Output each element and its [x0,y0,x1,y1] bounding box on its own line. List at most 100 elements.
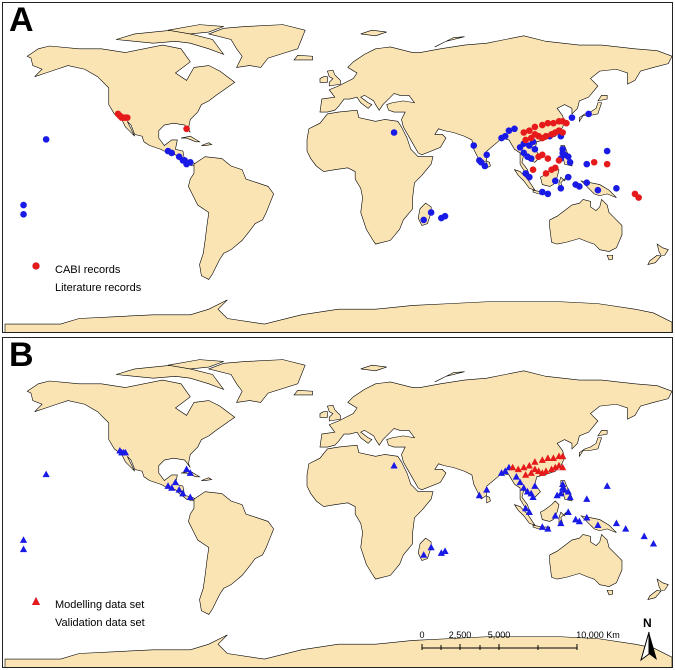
blue-record-marker [20,201,27,209]
blue-record-marker [164,147,172,155]
landmass [116,364,225,391]
blue-record-marker [594,521,602,528]
red-record-marker [114,110,122,118]
red-record-marker [539,151,546,159]
blue-record-marker [559,145,566,153]
blue-record-marker [183,160,190,168]
blue-record-marker [511,125,518,133]
blue-record-marker [186,469,194,476]
legend-label: Modelling data set [55,599,145,611]
landmass [207,359,306,403]
blue-record-marker [564,153,572,160]
legend-a: CABI records Literature records [31,261,141,297]
blue-record-marker [525,508,533,515]
legend-item: CABI records [31,261,141,279]
landmass [326,69,341,87]
blue-record-marker [523,487,532,495]
blue-record-marker [564,173,572,181]
landmass [167,24,224,35]
landmass [606,254,614,261]
blue-record-marker [505,127,513,134]
red-record-marker [549,454,558,461]
blue-record-marker [427,543,435,551]
scale-bar: 0 2,500 5,000 10,000 Km [416,630,641,660]
blue-record-marker [622,525,630,532]
blue-record-marker [640,532,648,540]
legend-item: Literature records [31,262,141,297]
red-record-marker [183,125,190,133]
landmass [647,254,662,266]
blue-record-marker [544,525,552,532]
blue-record-marker [121,448,130,456]
red-record-marker [635,194,642,201]
blue-record-marker [441,547,449,554]
red-record-marker [509,463,517,471]
blue-record-marker [501,467,509,475]
blue-record-marker [476,157,483,164]
blue-record-marker [475,491,483,499]
red-record-marker [538,456,546,463]
blue-record-marker [603,482,611,489]
blue-record-marker [553,491,561,499]
blue-record-marker [539,188,546,196]
landmass [597,430,608,437]
blue-record-marker [20,211,27,218]
red-record-marker [550,119,557,127]
landmass [26,44,236,167]
red-record-marker [514,465,522,473]
blue-record-marker [585,110,592,118]
red-record-marker [539,121,546,129]
red-record-marker [559,129,566,136]
blue-record-marker [594,186,602,194]
world-map-a [4,24,672,332]
red-record-marker [123,114,131,121]
landmass [360,364,387,372]
blue-record-marker [516,478,524,486]
red-record-marker [535,467,543,475]
red-record-marker [555,157,563,164]
blue-record-marker [420,551,428,558]
blue-record-marker [520,484,528,491]
blue-record-marker [531,482,539,489]
blue-record-marker [557,185,565,192]
legend-b: Modelling data set Validation data set [31,596,145,632]
blue-record-marker [186,493,194,501]
landmass [606,589,614,596]
blue-record-marker [390,129,398,136]
landmass [326,404,341,422]
legend-label: Validation data set [55,617,145,629]
legend-label: CABI records [55,264,121,276]
blue-record-marker [427,209,435,216]
map-panel-a: A CABI records Literature records [2,2,673,333]
blue-record-marker [481,162,489,170]
landmass [116,29,225,56]
landmass [319,76,328,83]
landmass [4,299,672,332]
scale-tick-label: 0 [419,630,425,640]
legend-item: Validation data set [31,597,145,632]
blue-record-marker [566,493,574,501]
landmass [549,198,623,252]
blue-record-marker [551,512,559,519]
scale-tick-label: 5,000 [487,630,511,640]
blue-record-marker [583,160,591,168]
red-record-marker [522,471,530,478]
north-arrow: N [635,616,665,664]
north-label: N [643,616,652,630]
landmass [306,109,434,245]
panel-label-b: B [9,337,34,374]
map-panel-b: B Modelling data set Validation data set… [2,337,673,668]
blue-record-marker [649,539,658,547]
red-record-marker [526,127,533,134]
landmass [434,371,465,383]
blue-record-marker [538,523,546,530]
blue-record-marker [437,549,445,556]
landmass [434,36,465,48]
red-record-marker [542,467,550,475]
landmass [647,589,662,601]
landmass [167,359,224,370]
blue-record-marker [529,493,537,501]
blue-record-marker [603,147,611,155]
landmass [201,142,213,146]
blue-record-marker [19,536,28,543]
